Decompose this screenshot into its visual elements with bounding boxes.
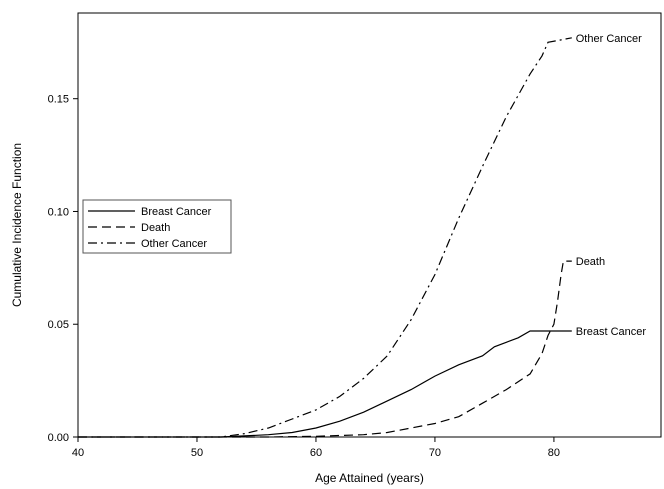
curves [78, 37, 572, 438]
x-tick-label: 80 [548, 447, 560, 459]
legend-label-breast-cancer: Breast Cancer [141, 206, 212, 218]
series-line-other-cancer [78, 37, 572, 438]
end-label-death: Death [576, 256, 605, 268]
series-line-death [78, 260, 572, 438]
y-tick-label: 0.15 [48, 94, 69, 106]
x-tick-label: 60 [310, 447, 322, 459]
y-tick-label: 0.05 [48, 319, 69, 331]
y-axis-title: Cumulative Incidence Function [10, 143, 24, 307]
legend-label-other-cancer: Other Cancer [141, 238, 207, 250]
axes: 40 50 60 70 80 0.00 0.05 0.10 0.15 [48, 12, 662, 459]
legend: Breast Cancer Death Other Cancer [82, 199, 232, 254]
y-tick-label: 0.00 [48, 432, 69, 444]
end-labels: Breast Cancer Death Other Cancer [576, 33, 647, 338]
end-label-breast-cancer: Breast Cancer [576, 326, 647, 338]
y-tick-label: 0.10 [48, 206, 69, 218]
x-tick-label: 40 [72, 447, 84, 459]
x-axis-title: Age Attained (years) [315, 471, 424, 485]
end-label-other-cancer: Other Cancer [576, 33, 642, 45]
legend-label-death: Death [141, 222, 170, 234]
series-line-breast-cancer [78, 330, 572, 438]
plot-frame [77, 12, 662, 438]
x-tick-label: 70 [429, 447, 441, 459]
x-tick-label: 50 [191, 447, 203, 459]
